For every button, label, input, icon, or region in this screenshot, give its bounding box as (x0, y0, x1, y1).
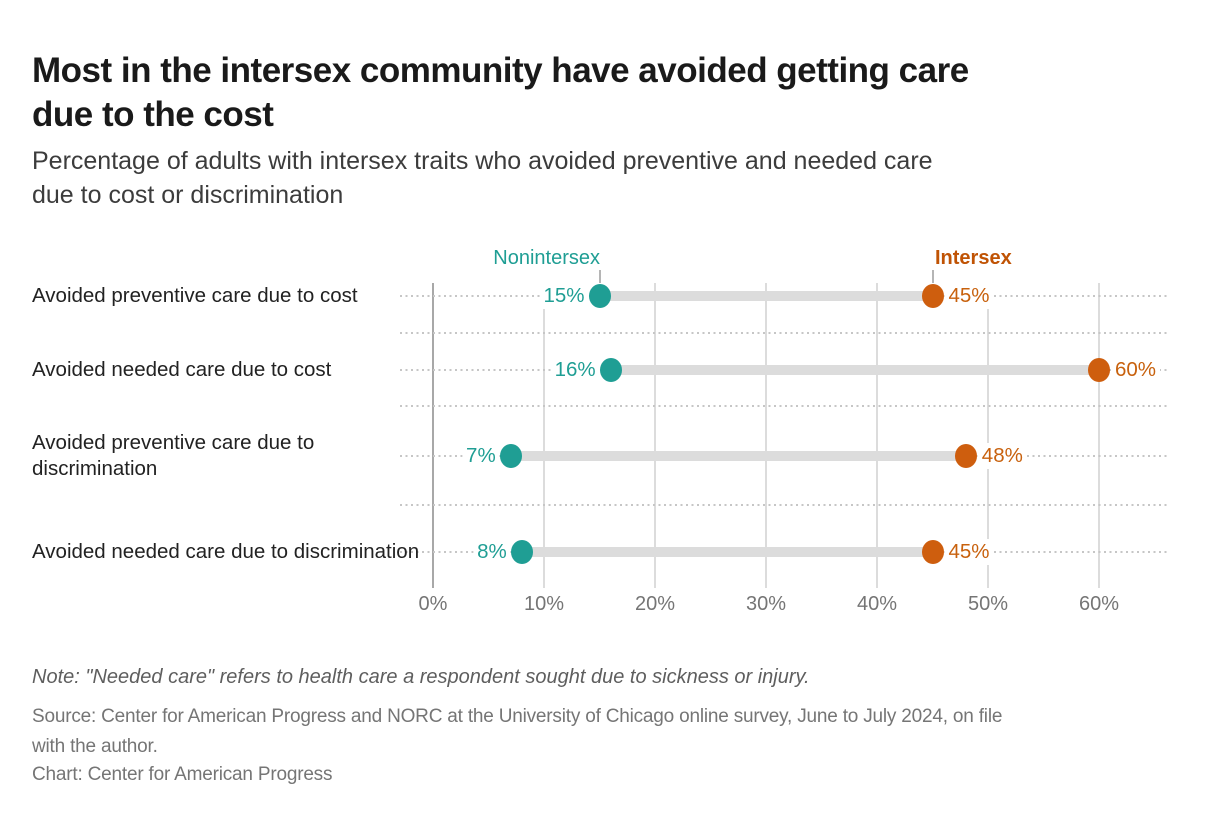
nonintersex-value-label: 16% (550, 357, 600, 383)
intersex-dot (1088, 358, 1110, 382)
gridline (765, 283, 767, 588)
intersex-dot (921, 284, 944, 308)
connector-bar (521, 547, 933, 557)
legend-leader-tick-intersex (932, 270, 934, 283)
nonintersex-dot (510, 540, 533, 564)
nonintersex-value-label: 8% (473, 539, 511, 565)
x-axis-baseline (432, 283, 434, 588)
chart-credit-text: Chart: Center for American Progress (32, 764, 333, 785)
chart-subtitle-line1: Percentage of adults with intersex trait… (32, 147, 933, 175)
connector-bar (599, 291, 933, 301)
legend-leader-tick-nonintersex (599, 270, 601, 283)
gridline (876, 283, 878, 588)
x-tick-label: 30% (745, 593, 787, 615)
gridline (654, 283, 656, 588)
x-tick-label: 0% (418, 593, 448, 615)
dotted-gridline (400, 504, 1167, 506)
legend-label-nonintersex: Nonintersex (493, 247, 600, 269)
source-text-line1: Source: Center for American Progress and… (32, 706, 1003, 727)
note-text: Note: "Needed care" refers to health car… (32, 666, 810, 688)
chart-subtitle: Percentage of adults with intersex trait… (32, 144, 1197, 212)
connector-bar (510, 451, 966, 461)
category-label: Avoided preventive care due to discrimin… (32, 431, 315, 480)
gridline (1098, 283, 1100, 588)
x-tick-label: 40% (856, 593, 898, 615)
x-tick-label: 20% (634, 593, 676, 615)
intersex-value-label: 48% (977, 443, 1027, 469)
source-text: Source: Center for American Progress and… (32, 702, 1197, 762)
nonintersex-value-label: 15% (539, 283, 589, 309)
category-label: Avoided preventive care due to cost (32, 284, 358, 307)
x-tick-label: 10% (523, 593, 565, 615)
chart-title-line2: due to the cost (32, 95, 274, 135)
gridline (543, 283, 545, 588)
intersex-value-label: 45% (944, 283, 994, 309)
dotted-gridline (400, 405, 1167, 407)
legend-label-intersex: Intersex (935, 247, 1012, 269)
intersex-dot (954, 444, 977, 468)
dumbbell-chart: Nonintersex Intersex 0% 10% 20% 30% 40% 50% 60… (0, 240, 1220, 652)
chart-title-line1: Most in the intersex community have avoi… (32, 51, 969, 91)
category-label: Avoided needed care due to discriminatio… (32, 540, 420, 563)
nonintersex-value-label: 7% (462, 443, 500, 469)
chart-subtitle-line2: due to cost or discrimination (32, 181, 344, 209)
connector-bar (610, 365, 1099, 375)
category-label: Avoided needed care due to cost (32, 358, 332, 381)
intersex-value-label: 60% (1111, 357, 1161, 383)
intersex-dot (921, 540, 944, 564)
chart-title: Most in the intersex community have avoi… (32, 49, 1197, 137)
nonintersex-dot (588, 284, 611, 308)
x-tick-label: 50% (967, 593, 1009, 615)
x-tick-label: 60% (1078, 593, 1120, 615)
nonintersex-dot (499, 444, 522, 468)
dotted-gridline (400, 332, 1167, 334)
source-text-line2: with the author. (32, 736, 158, 757)
nonintersex-dot (599, 358, 622, 382)
gridline (987, 283, 989, 588)
intersex-value-label: 45% (944, 539, 994, 565)
